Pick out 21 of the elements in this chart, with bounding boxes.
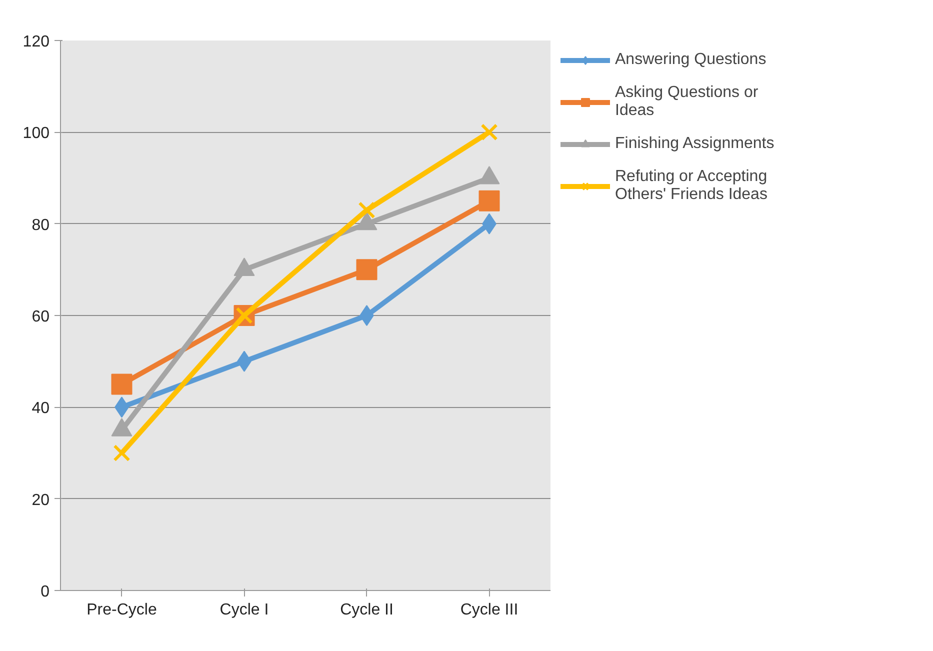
point — [113, 444, 130, 462]
x-tick-label: Pre-Cycle — [86, 602, 157, 618]
y-tick-label: 120 — [22, 34, 50, 50]
x-tick-label: Cycle I — [220, 602, 269, 618]
point — [478, 190, 500, 212]
point — [356, 259, 378, 280]
y-tick-label: 100 — [22, 125, 50, 142]
point — [480, 124, 498, 141]
point — [111, 374, 132, 395]
legend-label: Answering Questions — [615, 50, 766, 70]
legend-label: Refuting or Accepting Others' Friends Ideas — [615, 168, 768, 204]
legend-label: Asking Questions or Ideas — [615, 84, 758, 120]
y-tick-label: 60 — [32, 308, 50, 326]
legend-label: Finishing Assignments — [615, 134, 774, 154]
y-tick-label: 20 — [32, 492, 50, 509]
point — [358, 202, 376, 219]
x-tick-label: Cycle III — [460, 602, 518, 618]
y-tick-label: 0 — [40, 584, 50, 600]
x-tick-label: Cycle II — [340, 602, 394, 618]
y-tick-label: 40 — [32, 400, 50, 418]
y-tick-label: 80 — [32, 216, 50, 234]
